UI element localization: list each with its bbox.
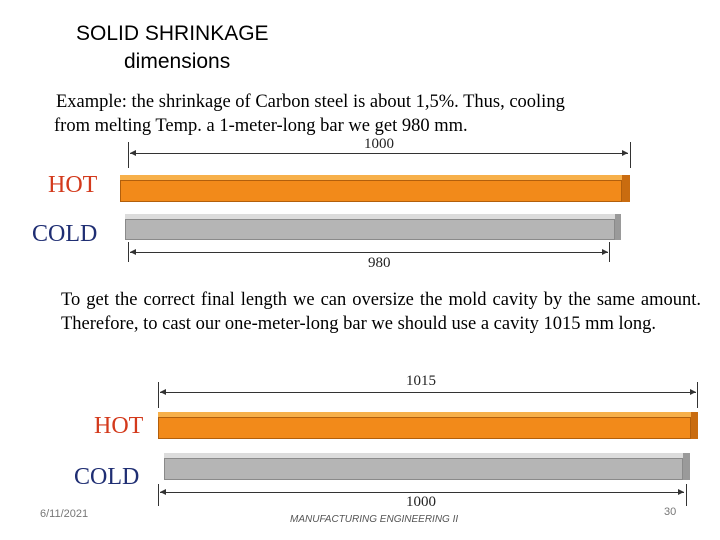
dim-tick-left — [128, 142, 129, 168]
dim-label-bottom: 1000 — [406, 494, 436, 510]
cold-bar — [164, 453, 690, 480]
explanation-paragraph: To get the correct final length we can o… — [61, 290, 701, 334]
arrow-left-icon — [160, 389, 166, 395]
dim-line-bottom — [160, 492, 684, 493]
dim-tick-right — [630, 142, 631, 168]
cold-label: COLD — [74, 464, 140, 490]
footer-page-number: 30 — [664, 506, 677, 518]
hot-label: HOT — [48, 172, 98, 198]
dim-line-top — [130, 153, 628, 154]
hot-bar — [158, 412, 698, 439]
example-line-2: from melting Temp. a 1-meter-long bar we… — [54, 116, 468, 136]
example-line-1: Example: the shrinkage of Carbon steel i… — [56, 92, 565, 112]
arrow-right-icon — [622, 150, 628, 156]
hot-label: HOT — [94, 413, 144, 439]
dim-tick-left — [128, 242, 129, 262]
dim-tick-left — [158, 484, 159, 506]
dim-tick-left — [158, 382, 159, 408]
arrow-right-icon — [690, 389, 696, 395]
arrow-left-icon — [160, 489, 166, 495]
title-line-1: SOLID SHRINKAGE — [76, 22, 269, 45]
footer-course: MANUFACTURING ENGINEERING II — [290, 514, 459, 525]
arrow-left-icon — [130, 249, 136, 255]
arrow-right-icon — [602, 249, 608, 255]
dim-label-top: 1000 — [360, 136, 398, 153]
dim-label-top: 1015 — [402, 373, 440, 390]
dim-tick-right — [697, 382, 698, 408]
arrow-left-icon — [130, 150, 136, 156]
arrow-right-icon — [678, 489, 684, 495]
dim-line-bottom — [130, 252, 608, 253]
dim-tick-right — [609, 242, 610, 262]
title-line-2: dimensions — [124, 50, 231, 73]
footer-date: 6/11/2021 — [40, 508, 89, 520]
cold-label: COLD — [32, 221, 98, 247]
slide-title: SOLID SHRINKAGE dimensions — [70, 20, 320, 76]
dim-line-top — [160, 392, 696, 393]
example-paragraph: Example: the shrinkage of Carbon steel i… — [54, 90, 714, 138]
dim-tick-right — [686, 484, 687, 506]
hot-bar — [120, 175, 630, 202]
dim-label-bottom: 980 — [368, 255, 391, 271]
cold-bar — [125, 214, 621, 240]
